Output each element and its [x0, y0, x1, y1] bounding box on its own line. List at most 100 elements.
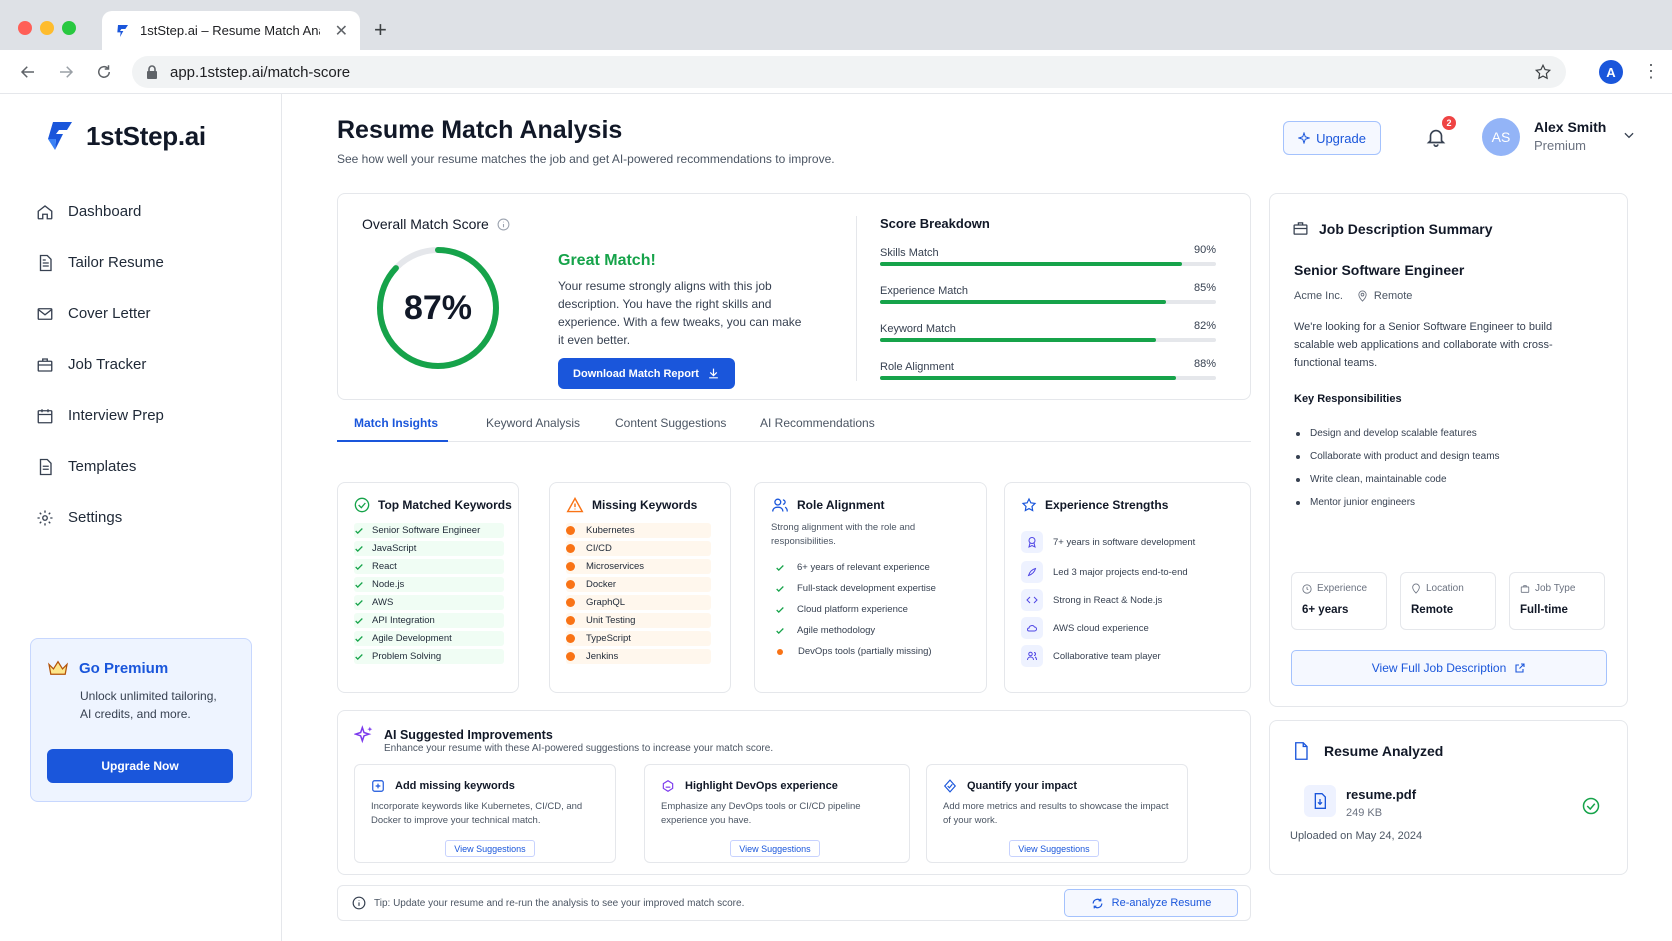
- sidebar-item-label: Tailor Resume: [68, 254, 164, 271]
- breakdown-label: Keyword Match: [880, 323, 956, 335]
- stat-job-type: Job Type Full-time: [1509, 572, 1605, 630]
- breakdown-fill: [880, 262, 1183, 266]
- sparkle-icon: [1298, 132, 1311, 144]
- rocket-icon: [1021, 561, 1043, 583]
- check-circle-icon: [354, 497, 370, 513]
- bookmark-star-icon[interactable]: [1534, 63, 1552, 81]
- brand-name: 1stStep.ai: [86, 120, 206, 151]
- lock-icon: [147, 65, 157, 79]
- new-tab-icon[interactable]: +: [374, 17, 387, 42]
- external-link-icon: [1515, 663, 1525, 673]
- back-icon[interactable]: [16, 60, 40, 84]
- page-title: Resume Match Analysis: [337, 116, 623, 144]
- premium-description: Unlock unlimited tailoring, AI credits, …: [80, 689, 217, 721]
- team-icon: [1021, 645, 1043, 667]
- upgrade-button[interactable]: Upgrade: [1283, 121, 1381, 155]
- tab-match-insights[interactable]: Match Insights: [354, 416, 439, 430]
- matched-keyword: API Integration: [354, 613, 504, 628]
- browser-toolbar: app.1ststep.ai/match-score A ⋮: [0, 50, 1672, 94]
- missing-keyword: Unit Testing: [566, 613, 711, 628]
- profile-avatar[interactable]: A: [1599, 60, 1623, 84]
- role-item: 6+ years of relevant experience: [775, 562, 930, 573]
- sidebar-item-label: Settings: [68, 509, 123, 526]
- keyword-text: Senior Software Engineer: [372, 525, 481, 536]
- suggestion-card: Add missing keywords Incorporate keyword…: [354, 764, 616, 863]
- tip-text: Tip: Update your resume and re-run the a…: [374, 897, 745, 909]
- missing-dot: [566, 580, 575, 589]
- cloud-icon: [1021, 617, 1043, 639]
- close-tab-icon[interactable]: ✕: [334, 22, 348, 40]
- maximize-window-button[interactable]: [62, 21, 76, 35]
- user-name[interactable]: Alex Smith: [1534, 119, 1607, 135]
- breakdown-row: Skills Match 90%: [880, 244, 1216, 266]
- view-suggestions-button[interactable]: View Suggestions: [730, 840, 820, 857]
- strength-item: 7+ years in software development: [1021, 531, 1195, 553]
- matched-title: Top Matched Keywords: [378, 498, 512, 512]
- score-description: Your resume strongly aligns with this jo…: [558, 279, 802, 347]
- strength-text: Strong in React & Node.js: [1053, 594, 1163, 606]
- file-name[interactable]: resume.pdf: [1346, 787, 1417, 802]
- close-window-button[interactable]: [18, 21, 32, 35]
- sidebar-item-tailor-resume[interactable]: Tailor Resume: [36, 237, 164, 288]
- reanalyze-button[interactable]: Re-analyze Resume: [1064, 889, 1238, 917]
- job-description: We're looking for a Senior Software Engi…: [1294, 321, 1553, 369]
- tab-keyword-analysis[interactable]: Keyword Analysis: [486, 416, 581, 430]
- main-content: Resume Match Analysis See how well your …: [282, 94, 1672, 941]
- tab-ai-recommendations[interactable]: AI Recommendations: [760, 416, 875, 430]
- resume-analyzed-card: Resume Analyzed resume.pdf 249 KB Upload…: [1269, 720, 1628, 875]
- upgrade-now-button[interactable]: Upgrade Now: [47, 749, 233, 783]
- strength-item: AWS cloud experience: [1021, 617, 1149, 639]
- reanalyze-label: Re-analyze Resume: [1111, 897, 1212, 909]
- file-size: 249 KB: [1346, 807, 1383, 819]
- check-icon: [776, 585, 784, 592]
- check-icon: [355, 653, 363, 660]
- check-icon: [355, 617, 363, 624]
- address-bar[interactable]: app.1ststep.ai/match-score: [132, 56, 1566, 88]
- breakdown-pct: 85%: [1193, 282, 1216, 294]
- chevron-down-icon[interactable]: [1622, 128, 1636, 142]
- check-icon: [776, 606, 784, 613]
- sidebar-item-dashboard[interactable]: Dashboard: [36, 186, 164, 237]
- sidebar-item-interview-prep[interactable]: Interview Prep: [36, 390, 164, 441]
- sidebar-item-job-tracker[interactable]: Job Tracker: [36, 339, 164, 390]
- breakdown-title: Score Breakdown: [880, 216, 990, 231]
- template-icon: [39, 458, 52, 475]
- stat-label: Job Type: [1535, 583, 1576, 594]
- check-icon: [355, 563, 363, 570]
- view-suggestions-button[interactable]: View Suggestions: [445, 840, 535, 857]
- sidebar-item-settings[interactable]: Settings: [36, 492, 164, 543]
- warning-icon: [566, 497, 584, 513]
- info-icon[interactable]: [497, 218, 510, 231]
- overall-score-card: Overall Match Score 87% Great Match! You…: [337, 193, 1251, 400]
- role-item-text: Agile methodology: [797, 625, 876, 636]
- download-report-button[interactable]: Download Match Report: [558, 358, 735, 389]
- notification-badge: 2: [1442, 116, 1456, 130]
- reload-icon[interactable]: [92, 60, 116, 84]
- breakdown-track: [880, 338, 1216, 342]
- ai-subtitle: Enhance your resume with these AI-powere…: [384, 743, 774, 754]
- keyword-text: CI/CD: [586, 543, 612, 554]
- insight-tabs: Match Insights Keyword Analysis Content …: [337, 404, 1251, 442]
- keyword-text: Jenkins: [586, 651, 619, 662]
- browser-menu-icon[interactable]: ⋮: [1642, 61, 1660, 81]
- forward-icon[interactable]: [54, 60, 78, 84]
- minimize-window-button[interactable]: [40, 21, 54, 35]
- sidebar-item-templates[interactable]: Templates: [36, 441, 164, 492]
- missing-keyword: CI/CD: [566, 541, 711, 556]
- view-suggestions-button[interactable]: View Suggestions: [1009, 840, 1099, 857]
- user-plan: Premium: [1534, 138, 1587, 153]
- responsibilities-title: Key Responsibilities: [1294, 393, 1402, 405]
- missing-dot: [566, 544, 575, 553]
- browser-tab[interactable]: 1stStep.ai – Resume Match Analysis ✕: [102, 11, 360, 50]
- view-full-job-button[interactable]: View Full Job Description: [1291, 650, 1607, 686]
- user-avatar[interactable]: AS: [1482, 118, 1520, 156]
- sidebar-item-cover-letter[interactable]: Cover Letter: [36, 288, 164, 339]
- keyword-text: JavaScript: [372, 543, 417, 554]
- tab-title: 1stStep.ai – Resume Match Analysis: [140, 23, 320, 38]
- brand[interactable]: 1stStep.ai: [44, 120, 206, 152]
- notification-bell-icon[interactable]: [1425, 126, 1447, 148]
- check-icon: [355, 581, 363, 588]
- upgrade-label: Upgrade: [1316, 130, 1366, 146]
- responsibility-item: Mentor junior engineers: [1296, 497, 1415, 508]
- tab-content-suggestions[interactable]: Content Suggestions: [615, 416, 727, 430]
